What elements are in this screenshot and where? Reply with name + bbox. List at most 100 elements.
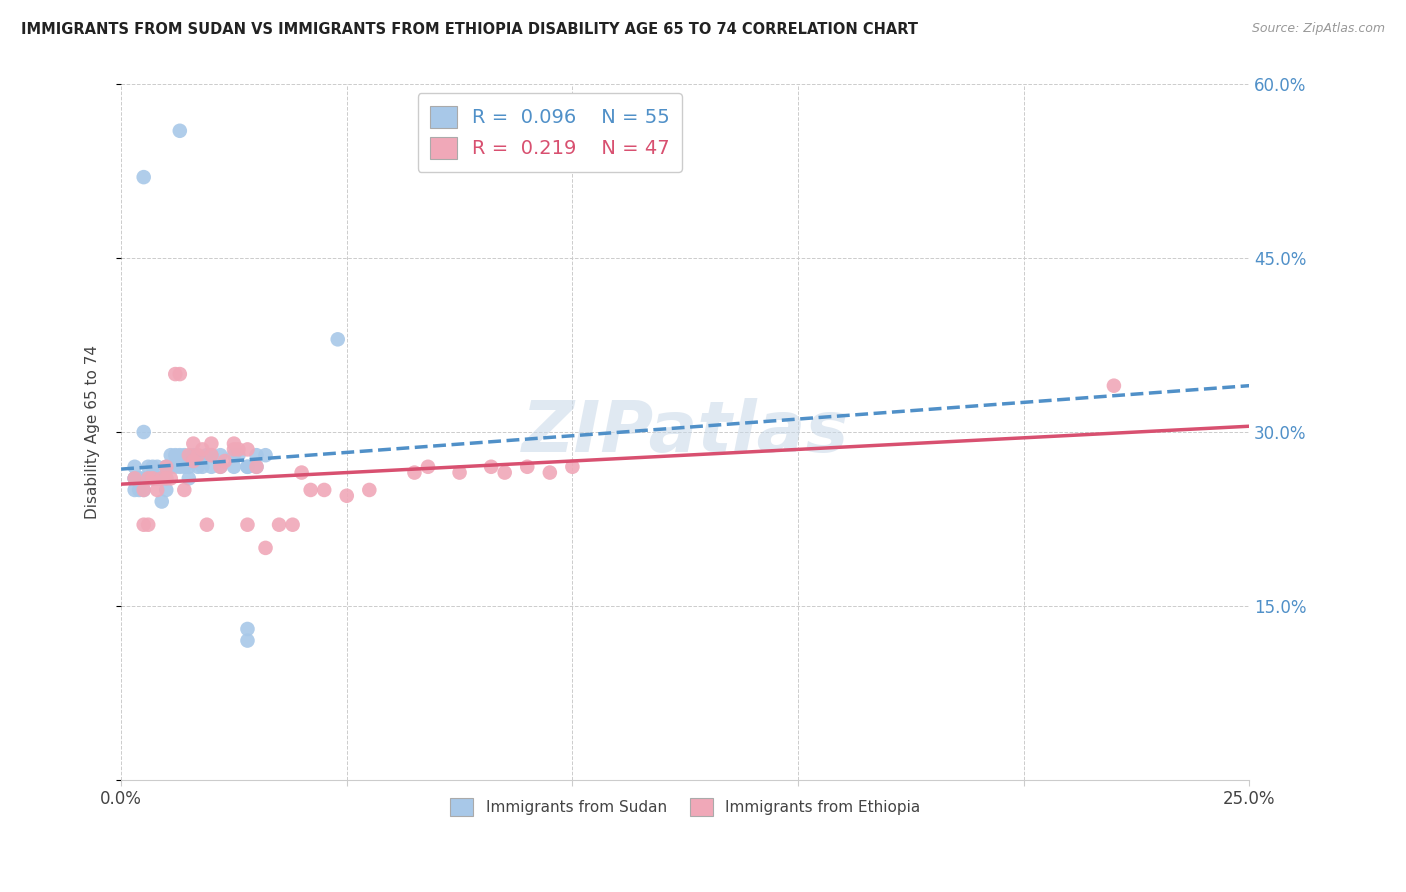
Point (191, 442, 214, 457)
Point (128, 471, 150, 485)
Point (326, 332, 349, 346)
Point (124, 471, 146, 485)
Point (191, 454, 214, 468)
Point (169, 448, 191, 462)
Point (124, 459, 146, 474)
Point (183, 436, 205, 450)
Point (291, 466, 314, 480)
Point (146, 471, 169, 485)
Point (132, 517, 155, 532)
Point (561, 459, 583, 474)
Point (173, 483, 195, 497)
Point (142, 471, 165, 485)
Point (416, 459, 439, 474)
Point (245, 459, 267, 474)
Point (200, 436, 222, 450)
Point (146, 459, 169, 474)
Point (254, 541, 277, 555)
Point (538, 466, 561, 480)
Point (516, 459, 538, 474)
Point (236, 459, 259, 474)
Point (183, 454, 205, 468)
Point (281, 517, 304, 532)
Point (236, 633, 259, 648)
Point (124, 471, 146, 485)
Point (228, 448, 250, 462)
Point (177, 448, 200, 462)
Point (222, 448, 245, 462)
Point (155, 471, 177, 485)
Point (142, 459, 165, 474)
Point (136, 471, 159, 485)
Point (155, 459, 177, 474)
Text: Source: ZipAtlas.com: Source: ZipAtlas.com (1251, 22, 1385, 36)
Point (209, 459, 232, 474)
Point (187, 454, 209, 468)
Point (479, 459, 502, 474)
Point (173, 459, 195, 474)
Point (314, 483, 336, 497)
Point (494, 466, 516, 480)
Point (209, 448, 232, 462)
Point (136, 471, 159, 485)
Legend: Immigrants from Sudan, Immigrants from Ethiopia: Immigrants from Sudan, Immigrants from E… (443, 790, 928, 824)
Point (449, 466, 471, 480)
Point (222, 436, 245, 450)
Point (136, 459, 159, 474)
Point (155, 471, 177, 485)
Point (177, 471, 200, 485)
Point (1102, 378, 1125, 392)
Point (173, 448, 195, 462)
Point (128, 471, 150, 485)
Point (132, 170, 155, 185)
Point (195, 517, 218, 532)
Point (254, 448, 277, 462)
Y-axis label: Disability Age 65 to 74: Disability Age 65 to 74 (86, 345, 100, 519)
Point (165, 367, 187, 381)
Point (155, 459, 177, 474)
Point (132, 425, 155, 439)
Point (222, 459, 245, 474)
Point (236, 517, 259, 532)
Point (169, 124, 191, 138)
Point (236, 459, 259, 474)
Point (132, 483, 155, 497)
Point (136, 517, 159, 532)
Point (132, 471, 155, 485)
Point (359, 483, 381, 497)
Point (150, 494, 173, 508)
Point (200, 448, 222, 462)
Point (191, 459, 214, 474)
Point (150, 471, 173, 485)
Point (165, 459, 187, 474)
Point (169, 367, 191, 381)
Point (159, 459, 181, 474)
Point (128, 483, 150, 497)
Point (245, 448, 267, 462)
Point (183, 454, 205, 468)
Point (236, 622, 259, 636)
Point (150, 471, 173, 485)
Point (159, 471, 181, 485)
Point (177, 459, 200, 474)
Point (169, 459, 191, 474)
Point (187, 448, 209, 462)
Point (200, 459, 222, 474)
Point (124, 483, 146, 497)
Point (146, 483, 169, 497)
Point (222, 442, 245, 457)
Point (404, 466, 426, 480)
Point (124, 471, 146, 485)
Point (187, 459, 209, 474)
Point (228, 442, 250, 457)
Point (155, 483, 177, 497)
Point (299, 483, 322, 497)
Point (336, 489, 359, 503)
Text: ZIPatlas: ZIPatlas (522, 398, 849, 467)
Point (200, 448, 222, 462)
Point (142, 471, 165, 485)
Point (195, 448, 218, 462)
Point (159, 448, 181, 462)
Point (245, 459, 267, 474)
Point (214, 454, 236, 468)
